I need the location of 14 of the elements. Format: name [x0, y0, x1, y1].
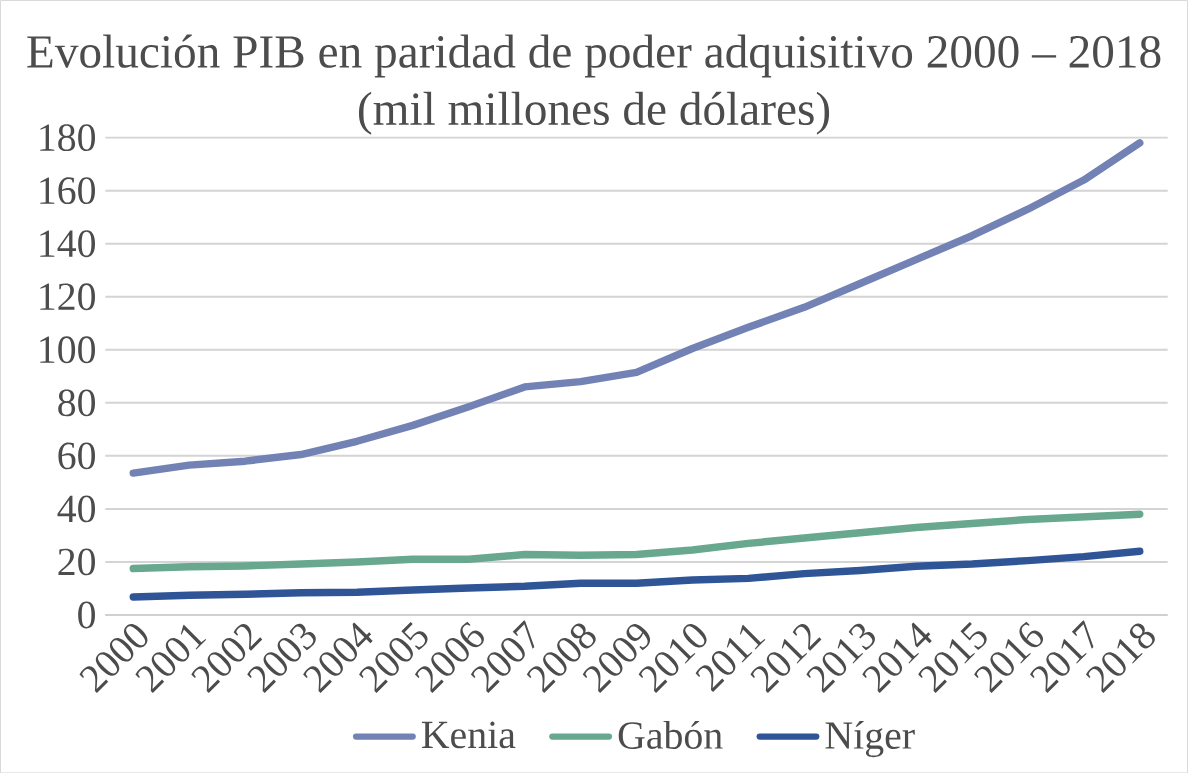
y-tick-label: 120	[40, 283, 96, 310]
y-tick-label: 140	[40, 230, 96, 257]
legend-label: Kenia	[421, 721, 516, 749]
y-tick-label: 20	[58, 548, 96, 576]
y-tick-label: 40	[57, 495, 96, 523]
chart-subtitle: (mil millones de dólares)	[359, 91, 830, 135]
y-tick-label: 60	[58, 442, 96, 470]
chart-title: Evolución PIB en paridad de poder adquisitivo 2000 – 2018	[27, 34, 1161, 78]
legend-label: Níger	[825, 720, 915, 757]
y-tick-label: 160	[40, 177, 96, 204]
y-tick-label: 180	[40, 124, 96, 151]
y-tick-label: 80	[58, 389, 96, 417]
y-tick-label: 100	[40, 336, 96, 364]
legend-label: Gabón	[618, 720, 723, 749]
